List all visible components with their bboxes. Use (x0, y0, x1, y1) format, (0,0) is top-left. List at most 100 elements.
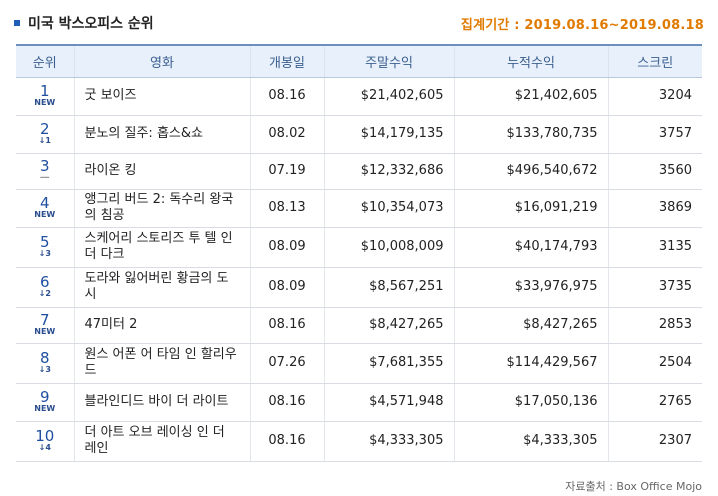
rank-change: NEW (34, 404, 56, 413)
movie-title[interactable]: 굿 보이즈 (73, 77, 250, 116)
table-row: 2 ↓1 분노의 질주: 홉스&쇼 08.02 $14,179,135 $133,… (16, 115, 702, 154)
screen-count: 3135 (607, 227, 702, 268)
rank-cell: 3— (16, 153, 74, 190)
weekend-gross: $8,427,265 (323, 307, 454, 344)
movie-title[interactable]: 원스 어폰 어 타임 인 할리우드 (73, 343, 250, 384)
rank-change: ↓3 (38, 249, 51, 258)
rank-number: 2 (39, 120, 50, 138)
weekend-gross: $14,179,135 (323, 115, 454, 154)
release-date: 08.02 (249, 115, 324, 154)
title-group: 미국 박스오피스 순위 (14, 13, 154, 33)
table-row: 8 ↓3 원스 어폰 어 타임 인 할리우드 07.26 $7,681,355 $… (16, 343, 702, 384)
period-label: 집계기간 : 2019.08.16~2019.08.18 (460, 17, 704, 33)
release-date: 07.26 (249, 343, 324, 384)
rank-number: 1 (39, 82, 50, 100)
weekend-gross: $10,354,073 (323, 189, 454, 228)
col-screens: 스크린 (607, 44, 702, 78)
release-date: 08.16 (249, 421, 324, 462)
rank-number: 10 (35, 427, 55, 445)
screen-count: 3869 (607, 189, 702, 228)
rank-number: 4 (39, 194, 50, 212)
box-office-table: 순위 영화 개봉일 주말수익 누적수익 스크린 1 NEW 굿 보이즈 08.16… (16, 44, 702, 462)
weekend-gross: $4,571,948 (323, 383, 454, 422)
source-credit: 자료출처 : Box Office Mojo (565, 480, 702, 493)
table-row: 7 NEW 47미터 2 08.16 $8,427,265 $8,427,265 … (16, 307, 702, 344)
rank-number: 8 (39, 349, 50, 367)
release-date: 08.09 (249, 267, 324, 308)
movie-title[interactable]: 블라인디드 바이 더 라이트 (73, 383, 250, 422)
rank-cell: 1 NEW (16, 77, 74, 116)
movie-title[interactable]: 라이온 킹 (73, 153, 250, 190)
release-date: 08.16 (249, 383, 324, 422)
release-date: 07.19 (249, 153, 324, 190)
rank-number: 6 (39, 273, 50, 291)
rank-number: 5 (39, 233, 50, 251)
movie-title[interactable]: 더 아트 오브 레이싱 인 더 레인 (73, 421, 250, 462)
col-rank: 순위 (16, 44, 74, 78)
release-date: 08.09 (249, 227, 324, 268)
weekend-gross: $8,567,251 (323, 267, 454, 308)
col-weekend: 주말수익 (323, 44, 454, 78)
movie-title[interactable]: 분노의 질주: 홉스&쇼 (73, 115, 250, 154)
table-row: 4 NEW 앵그리 버드 2: 독수리 왕국의 침공 08.13 $10,354,… (16, 189, 702, 228)
weekend-gross: $12,332,686 (323, 153, 454, 190)
screen-count: 2504 (607, 343, 702, 384)
screen-count: 3560 (607, 153, 702, 190)
col-release: 개봉일 (249, 44, 324, 78)
movie-title[interactable]: 도라와 잃어버린 황금의 도시 (73, 267, 250, 308)
movie-title[interactable]: 스케어리 스토리즈 투 텔 인 더 다크 (73, 227, 250, 268)
rank-change: NEW (34, 327, 56, 336)
total-gross: $496,540,672 (453, 153, 608, 190)
total-gross: $40,174,793 (453, 227, 608, 268)
screen-count: 2307 (607, 421, 702, 462)
page-title: 미국 박스오피스 순위 (28, 16, 154, 32)
movie-title[interactable]: 앵그리 버드 2: 독수리 왕국의 침공 (73, 189, 250, 228)
rank-change: ↓1 (38, 136, 51, 145)
table-row: 10 ↓4 더 아트 오브 레이싱 인 더 레인 08.16 $4,333,305… (16, 421, 702, 462)
rank-cell: 4 NEW (16, 189, 74, 228)
table-row: 9 NEW 블라인디드 바이 더 라이트 08.16 $4,571,948 $17… (16, 383, 702, 422)
total-gross: $16,091,219 (453, 189, 608, 228)
weekend-gross: $10,008,009 (323, 227, 454, 268)
col-total: 누적수익 (453, 44, 608, 78)
rank-change: — (39, 172, 50, 183)
rank-cell: 5 ↓3 (16, 227, 74, 268)
screen-count: 3757 (607, 115, 702, 154)
total-gross: $17,050,136 (453, 383, 608, 422)
rank-cell: 6 ↓2 (16, 267, 74, 308)
total-gross: $8,427,265 (453, 307, 608, 344)
table-row: 3— 라이온 킹 07.19 $12,332,686 $496,540,672 … (16, 153, 702, 190)
rank-change: NEW (34, 210, 56, 219)
header-bar: 미국 박스오피스 순위 집계기간 : 2019.08.16~2019.08.18 (14, 10, 704, 36)
table-row: 6 ↓2 도라와 잃어버린 황금의 도시 08.09 $8,567,251 $33… (16, 267, 702, 308)
screen-count: 3204 (607, 77, 702, 116)
table-row: 5 ↓3 스케어리 스토리즈 투 텔 인 더 다크 08.09 $10,008,0… (16, 227, 702, 268)
screen-count: 3735 (607, 267, 702, 308)
screen-count: 2853 (607, 307, 702, 344)
rank-cell: 9 NEW (16, 383, 74, 422)
rank-change: ↓4 (38, 443, 51, 452)
screen-count: 2765 (607, 383, 702, 422)
total-gross: $4,333,305 (453, 421, 608, 462)
rank-number: 7 (39, 311, 50, 329)
rank-change: NEW (34, 98, 56, 107)
rank-number: 3 (39, 157, 50, 175)
total-gross: $21,402,605 (453, 77, 608, 116)
weekend-gross: $4,333,305 (323, 421, 454, 462)
release-date: 08.16 (249, 307, 324, 344)
total-gross: $114,429,567 (453, 343, 608, 384)
rank-number: 9 (39, 388, 50, 406)
rank-change: ↓2 (38, 289, 51, 298)
movie-title[interactable]: 47미터 2 (73, 307, 250, 344)
rank-cell: 2 ↓1 (16, 115, 74, 154)
table-header-row: 순위 영화 개봉일 주말수익 누적수익 스크린 (16, 44, 702, 78)
rank-cell: 7 NEW (16, 307, 74, 344)
rank-cell: 8 ↓3 (16, 343, 74, 384)
total-gross: $33,976,975 (453, 267, 608, 308)
release-date: 08.16 (249, 77, 324, 116)
rank-cell: 10 ↓4 (16, 421, 74, 462)
rank-change: ↓3 (38, 365, 51, 374)
col-title: 영화 (73, 44, 250, 78)
weekend-gross: $7,681,355 (323, 343, 454, 384)
weekend-gross: $21,402,605 (323, 77, 454, 116)
